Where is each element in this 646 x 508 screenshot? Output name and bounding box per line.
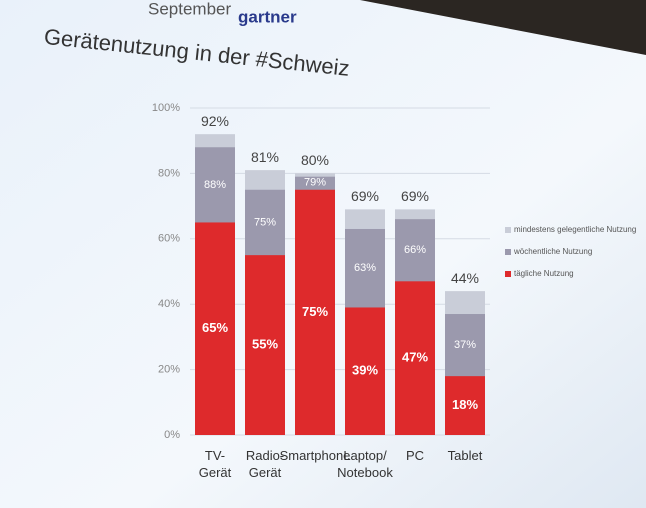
bar bbox=[445, 376, 485, 435]
value-label: 18% bbox=[452, 397, 478, 412]
bar bbox=[345, 307, 385, 435]
bar bbox=[295, 189, 335, 435]
x-tick-label: Tablet bbox=[448, 448, 483, 463]
bar bbox=[245, 255, 285, 435]
value-label: 44% bbox=[451, 270, 479, 286]
value-label: 63% bbox=[354, 262, 376, 274]
value-label: 69% bbox=[351, 188, 379, 204]
x-tick-label: Smartphone bbox=[280, 448, 351, 463]
x-tick-label: Radio-Gerät bbox=[246, 448, 284, 480]
header-month: September bbox=[148, 0, 231, 18]
header-brand: gartner bbox=[238, 7, 297, 26]
value-label: 88% bbox=[204, 179, 226, 191]
value-label: 39% bbox=[352, 363, 378, 378]
legend-label: mindestens gelegentliche Nutzung bbox=[514, 225, 636, 234]
y-tick-label: 60% bbox=[158, 233, 180, 245]
value-label: 55% bbox=[252, 337, 278, 352]
legend-label: wöchentliche Nutzung bbox=[513, 247, 592, 256]
value-label: 75% bbox=[302, 304, 328, 319]
value-label: 80% bbox=[301, 152, 329, 168]
value-label: 75% bbox=[254, 216, 276, 228]
y-tick-label: 40% bbox=[158, 298, 180, 310]
bar bbox=[395, 281, 435, 435]
value-label: 65% bbox=[202, 320, 228, 335]
legend-swatch bbox=[505, 227, 511, 233]
legend-label: tägliche Nutzung bbox=[514, 269, 574, 278]
y-tick-label: 20% bbox=[158, 364, 180, 376]
bar bbox=[195, 222, 235, 435]
value-label: 92% bbox=[201, 113, 229, 129]
legend-swatch bbox=[505, 271, 511, 277]
x-tick-label: Laptop/Notebook bbox=[337, 448, 393, 480]
y-tick-label: 100% bbox=[152, 102, 180, 114]
value-label: 79% bbox=[304, 177, 326, 189]
x-tick-label: TV-Gerät bbox=[199, 448, 232, 480]
value-label: 66% bbox=[404, 244, 426, 256]
x-tick-label: PC bbox=[406, 448, 424, 463]
legend-swatch bbox=[505, 249, 511, 255]
value-label: 37% bbox=[454, 339, 476, 351]
value-label: 47% bbox=[402, 350, 428, 365]
value-label: 81% bbox=[251, 149, 279, 165]
y-tick-label: 0% bbox=[164, 429, 180, 441]
value-label: 69% bbox=[401, 188, 429, 204]
y-tick-label: 80% bbox=[158, 167, 180, 179]
